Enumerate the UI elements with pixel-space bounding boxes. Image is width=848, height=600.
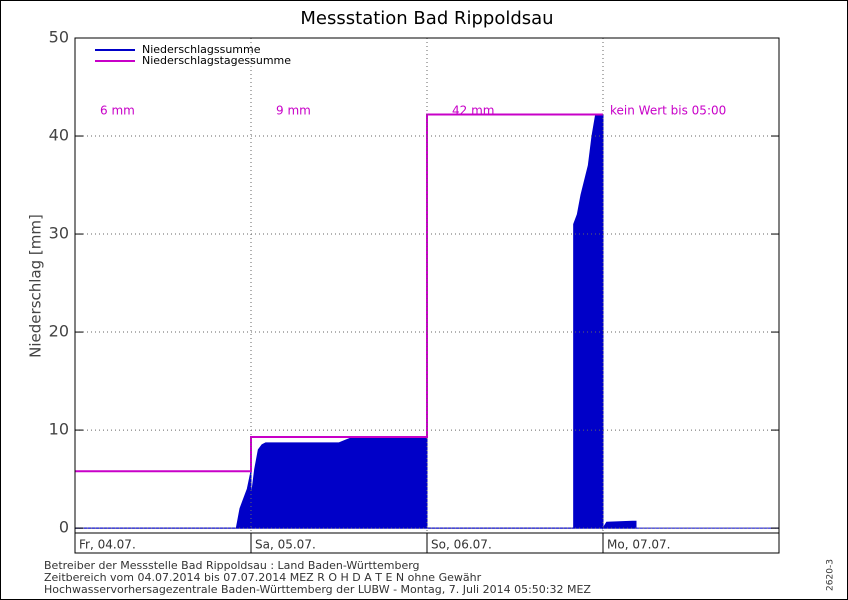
x-tick-label: Sa, 05.07.	[255, 538, 316, 552]
y-tick-label: 40	[49, 126, 69, 145]
chart-title: Messstation Bad Rippoldsau	[300, 8, 553, 29]
legend-label: Niederschlagssumme	[142, 43, 261, 56]
side-label: 2620-3	[826, 559, 836, 591]
legend-label: Niederschlagstagessumme	[142, 54, 291, 67]
y-axis-label: Niederschlag [mm]	[27, 214, 45, 358]
footer-line: Zeitbereich vom 04.07.2014 bis 07.07.201…	[44, 571, 482, 584]
annotation: kein Wert bis 05:00	[610, 104, 726, 118]
annotation: 42 mm	[452, 104, 494, 118]
y-tick-label: 20	[49, 322, 69, 341]
y-tick-label: 0	[59, 518, 69, 537]
x-tick-label: Fr, 04.07.	[79, 538, 136, 552]
footer-line: Betreiber der Messstelle Bad Rippoldsau …	[44, 559, 420, 572]
y-tick-label: 30	[49, 224, 69, 243]
annotation: 6 mm	[100, 104, 135, 118]
x-tick-label: Mo, 07.07.	[607, 538, 671, 552]
x-tick-label: So, 06.07.	[431, 538, 492, 552]
footer-line: Hochwasservorhersagezentrale Baden-Württ…	[44, 583, 591, 596]
annotation: 9 mm	[276, 104, 311, 118]
y-tick-label: 10	[49, 420, 69, 439]
x-axis-band	[74, 532, 780, 554]
daily-sum-line	[75, 113, 603, 473]
y-tick-label: 50	[49, 28, 69, 47]
